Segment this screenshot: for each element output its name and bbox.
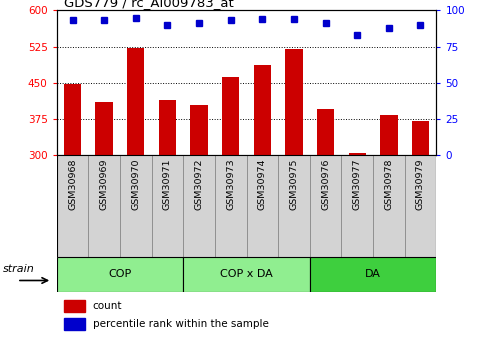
- Bar: [278, 155, 310, 257]
- Text: GSM30970: GSM30970: [131, 158, 141, 210]
- Bar: [310, 257, 436, 292]
- Bar: [285, 49, 303, 155]
- Bar: [349, 153, 366, 155]
- Text: count: count: [93, 301, 122, 311]
- Bar: [152, 155, 183, 257]
- Bar: [183, 257, 310, 292]
- Text: GSM30974: GSM30974: [258, 158, 267, 210]
- Bar: [246, 155, 278, 257]
- Text: GSM30978: GSM30978: [385, 158, 393, 210]
- Text: DA: DA: [365, 269, 381, 279]
- Bar: [215, 155, 246, 257]
- Bar: [64, 300, 85, 312]
- Text: GSM30969: GSM30969: [100, 158, 108, 210]
- Bar: [183, 155, 215, 257]
- Text: GSM30975: GSM30975: [289, 158, 298, 210]
- Bar: [405, 155, 436, 257]
- Bar: [222, 77, 240, 155]
- Text: GSM30972: GSM30972: [195, 158, 204, 210]
- Bar: [317, 109, 334, 155]
- Bar: [190, 105, 208, 155]
- Bar: [64, 318, 85, 330]
- Text: COP x DA: COP x DA: [220, 269, 273, 279]
- Text: GSM30971: GSM30971: [163, 158, 172, 210]
- Bar: [96, 102, 113, 155]
- Bar: [120, 155, 152, 257]
- Bar: [127, 48, 144, 155]
- Text: GSM30977: GSM30977: [352, 158, 362, 210]
- Bar: [57, 257, 183, 292]
- Bar: [57, 155, 88, 257]
- Bar: [380, 115, 397, 155]
- Bar: [310, 155, 341, 257]
- Text: GDS779 / rc_AI009783_at: GDS779 / rc_AI009783_at: [64, 0, 234, 9]
- Bar: [412, 121, 429, 155]
- Bar: [341, 155, 373, 257]
- Bar: [253, 65, 271, 155]
- Text: percentile rank within the sample: percentile rank within the sample: [93, 319, 269, 329]
- Text: GSM30976: GSM30976: [321, 158, 330, 210]
- Bar: [88, 155, 120, 257]
- Text: GSM30979: GSM30979: [416, 158, 425, 210]
- Text: strain: strain: [2, 264, 34, 274]
- Bar: [64, 84, 81, 155]
- Text: GSM30973: GSM30973: [226, 158, 235, 210]
- Text: GSM30968: GSM30968: [68, 158, 77, 210]
- Bar: [159, 100, 176, 155]
- Bar: [373, 155, 405, 257]
- Text: COP: COP: [108, 269, 132, 279]
